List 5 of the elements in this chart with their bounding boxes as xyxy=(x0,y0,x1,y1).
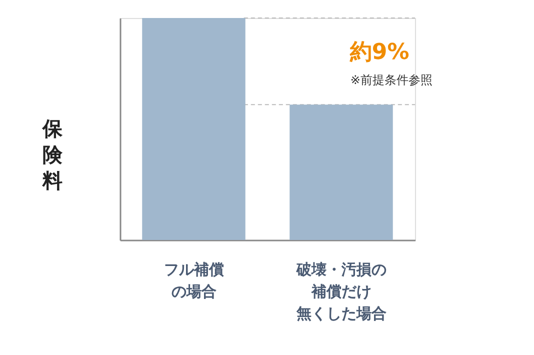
x-tick-label: フル補償の場合 xyxy=(164,260,224,300)
y-axis-title: 保険料 xyxy=(42,116,64,192)
annotation: 約9% xyxy=(348,40,410,65)
x-tick-label: 破壊・汚損の補償だけ無くした場合 xyxy=(295,260,386,322)
annotation: ※前提条件参照 xyxy=(350,73,432,87)
